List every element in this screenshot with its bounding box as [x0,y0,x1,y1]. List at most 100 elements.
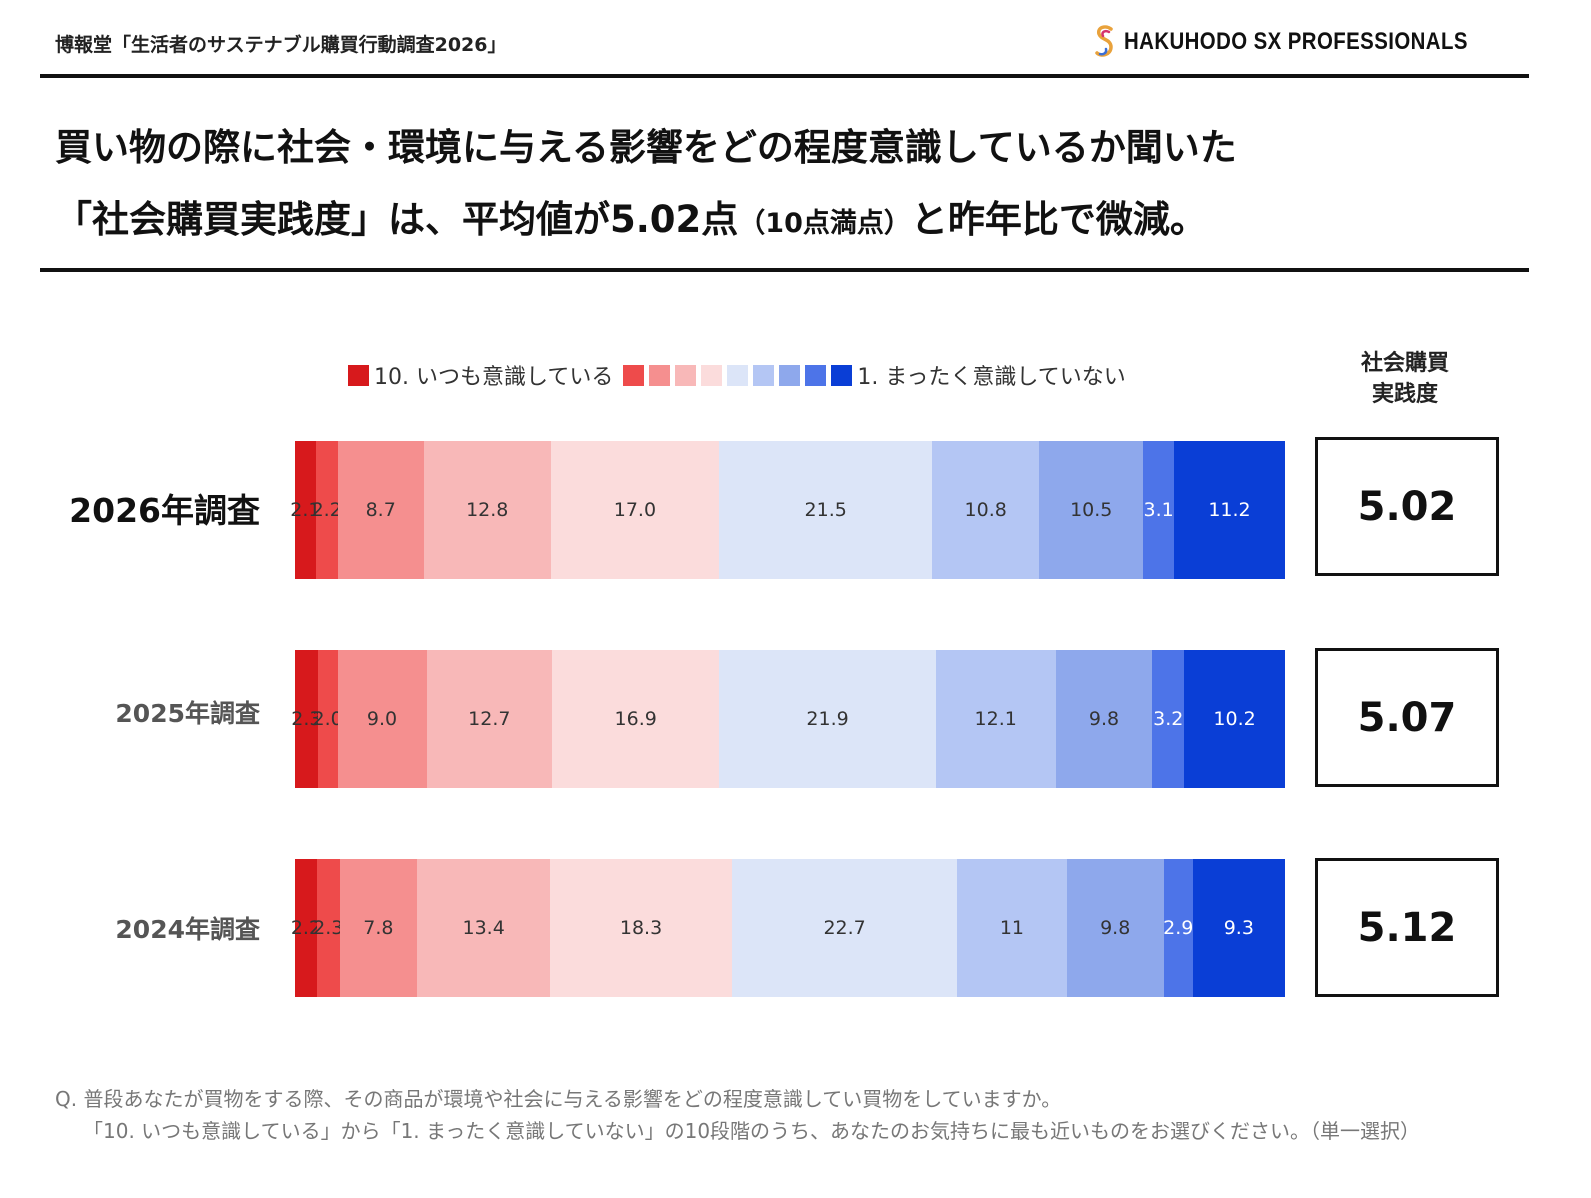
footnote-line-2: 「10. いつも意識している」から「1. まったく意識していない」の10段階のう… [83,1119,1421,1143]
bar-value-label: 10.2 [1213,708,1256,730]
bar-segment-2024-level-5: 22.7 [731,859,958,997]
bar-value-label: 22.7 [823,917,866,939]
bar-value-label: 16.9 [614,708,657,730]
bar-value-label: 17.0 [613,499,657,521]
legend-swatch-10 [348,364,369,386]
bar-segment-2026-level-6: 17.0 [550,441,720,579]
bar-segment-2024-level-9: 2.3 [313,859,343,997]
legend-swatch-1 [831,364,853,386]
bar-segment-2024-level-10: 2.2 [291,859,321,997]
bar-value-label: 11.2 [1208,499,1251,521]
legend-label-first: 10. いつも意識している [374,365,614,390]
bar-value-label: 12.7 [468,708,511,730]
bar-segment-2026-level-9: 2.2 [312,441,342,579]
bar-value-label: 18.3 [619,917,663,939]
legend-swatch-9 [623,364,645,386]
stacked-bar-2024: 2.2 2.3 7.8 13.4 18.3 22.7 11 9.8 2.9 9.3 [291,859,1285,997]
legend-swatch-7 [675,364,697,386]
headline-line-1: 買い物の際に社会・環境に与える影響をどの程度意識しているか聞いた [55,126,1237,169]
bar-segment-2024-level-6: 18.3 [550,859,732,997]
score-box-2024: 5.12 [1315,858,1499,997]
bar-value-label: 21.5 [804,499,847,521]
bar-value-label: 2.2 [290,917,322,939]
score-column-header: 社会購買 実践度 [1330,348,1480,410]
top-divider [40,74,1529,78]
page-headline: 買い物の際に社会・環境に与える影響をどの程度意識しているか聞いた 「社会購買実践… [55,112,1535,260]
headline-divider [40,268,1529,272]
bar-segment-2025-level-7: 12.7 [426,650,553,788]
hakuhodo-s-logo-icon [1095,25,1114,57]
bar-segment-2025-level-1: 10.2 [1184,650,1285,788]
bar-value-label: 7.8 [363,917,394,939]
bar-segment-2026-level-1: 11.2 [1174,441,1285,579]
bar-value-label: 9.3 [1223,917,1254,939]
row-label-2025: 2025年調査 [115,699,260,728]
bar-value-label: 9.8 [1100,917,1131,939]
row-label-2026: 2026年調査 [69,491,260,530]
chart-legend: 10. いつも意識している 1. まったく意識していない [348,358,1136,392]
headline-line-2-note: （10点満点） [738,208,911,239]
bar-segment-2025-level-8: 9.0 [337,650,427,788]
bar-segment-2024-level-8: 7.8 [339,859,418,997]
row-label-2024: 2024年調査 [115,915,260,944]
legend-swatch-8 [649,364,671,386]
bar-segment-2025-level-5: 21.9 [719,650,936,788]
bar-segment-2026-level-10: 2.1 [290,441,321,579]
bar-value-label: 2.3 [291,708,322,730]
bar-segment-2025-level-10: 2.3 [291,650,321,788]
bar-segment-2026-level-7: 12.8 [423,441,551,579]
bar-value-label: 10.5 [1070,499,1113,521]
stacked-bar-2026: 2.1 2.2 8.7 12.8 17.0 21.5 10.8 10.5 3.1 11.2 [290,441,1285,579]
bar-segment-2024-level-3: 9.8 [1066,859,1164,997]
bar-segment-2025-level-3: 9.8 [1055,650,1153,788]
bar-value-label: 3.1 [1143,499,1174,521]
bar-value-label: 2.0 [312,708,343,730]
bar-value-label: 9.0 [366,708,398,730]
bar-value-label: 13.4 [462,917,505,939]
survey-source-title: 博報堂「生活者のサステナブル購買行動調査2026」 [55,34,507,56]
bar-value-label: 2.3 [313,917,344,939]
bar-value-label: 9.8 [1088,708,1120,730]
bar-segment-2024-level-1: 9.3 [1192,859,1285,997]
bar-value-label: 2.9 [1163,917,1194,939]
bar-segment-2024-level-4: 11 [957,859,1067,997]
bar-segment-2026-level-8: 8.7 [337,441,424,579]
company-logo: HAKUHODO SX PROFESSIONALS [1094,22,1529,62]
footnote-line-1: Q. 普段あなたが買物をする際、その商品が環境や社会に与える影響をどの程度意識し… [55,1087,1062,1111]
legend-swatch-4 [753,364,775,386]
bar-segment-2025-level-9: 2.0 [313,650,343,788]
bar-segment-2025-level-4: 12.1 [935,650,1056,788]
bar-segment-2026-level-5: 21.5 [719,441,933,579]
bar-value-label: 12.1 [974,708,1017,730]
legend-swatch-2 [805,364,827,386]
bar-value-label: 21.9 [806,708,849,730]
legend-swatch-3 [779,364,801,386]
bar-segment-2024-level-7: 13.4 [417,859,551,997]
score-box-2025: 5.07 [1315,648,1499,787]
bar-value-label: 8.7 [365,499,396,521]
headline-line-2-end: と昨年比で微減。 [910,198,1207,241]
bar-value-label: 12.8 [466,499,509,521]
bar-segment-2024-level-2: 2.9 [1163,859,1194,997]
bar-value-label: 3.2 [1153,708,1184,730]
bar-segment-2025-level-6: 16.9 [552,650,720,788]
bar-segment-2026-level-2: 3.1 [1143,441,1174,579]
bar-value-label: 11 [999,917,1025,939]
legend-label-last: 1. まったく意識していない [857,365,1126,390]
bar-value-label: 2.2 [311,499,342,521]
score-box-2026: 5.02 [1315,437,1499,576]
logo-text: HAKUHODO SX PROFESSIONALS [1124,28,1469,55]
stacked-bar-2025: 2.3 2.0 9.0 12.7 16.9 21.9 12.1 9.8 3.2 10.2 [291,650,1285,788]
bar-segment-2026-level-3: 10.5 [1039,441,1144,579]
headline-line-2-main: 「社会購買実践度」は、平均値が5.02点 [55,198,739,241]
bar-segment-2025-level-2: 3.2 [1152,650,1185,788]
survey-question-footnote: Q. 普段あなたが買物をする際、その商品が環境や社会に与える影響をどの程度意識し… [55,1083,1420,1147]
legend-swatch-5 [727,364,749,386]
legend-swatch-6 [701,364,723,386]
headline-line-2: 「社会購買実践度」は、平均値が5.02点（10点満点）と昨年比で微減。 [55,184,1535,260]
bar-value-label: 10.8 [964,499,1007,521]
score-header-line-1: 社会購買 [1360,351,1449,376]
bar-value-label: 2.1 [290,499,321,521]
score-header-line-2: 実践度 [1371,382,1438,407]
bar-segment-2026-level-4: 10.8 [932,441,1040,579]
